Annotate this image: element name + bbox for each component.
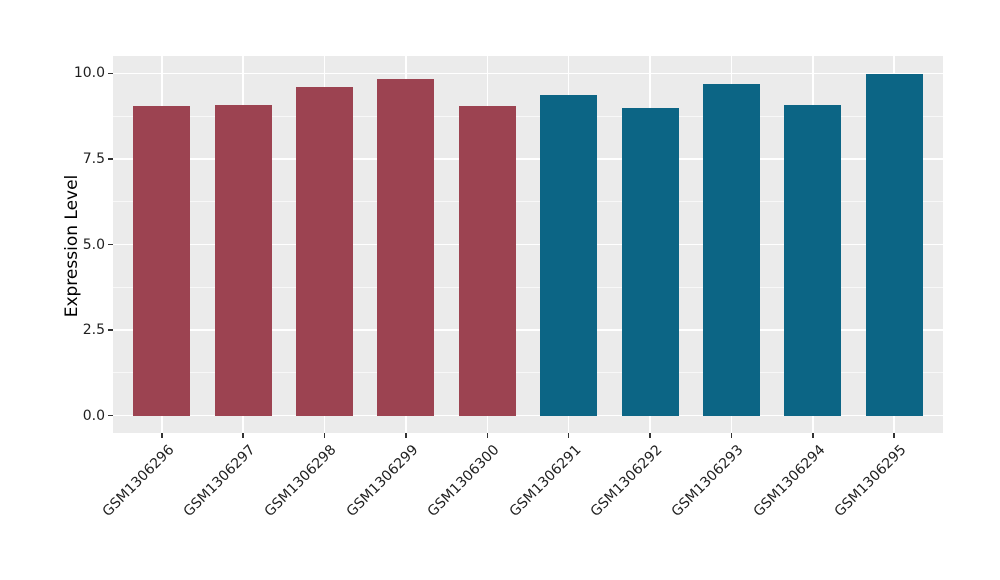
x-tick-label-text: GSM1306295 [831, 442, 910, 520]
x-tick-label-text: GSM1306297 [180, 442, 259, 520]
bar [214, 105, 272, 416]
y-tick-mark [108, 243, 113, 246]
bar [296, 86, 354, 416]
bar [784, 105, 842, 416]
x-tick-mark [893, 433, 895, 438]
y-tick-label: 7.5 [82, 150, 105, 167]
x-tick-mark [730, 433, 733, 438]
gridline-minor [113, 115, 943, 117]
x-tick-mark [649, 433, 651, 438]
x-tick-label-text: GSM1306292 [587, 442, 666, 520]
y-tick-mark [108, 158, 113, 160]
x-tick-label-text: GSM1306294 [750, 442, 829, 520]
gridline-major [113, 158, 943, 160]
x-tick-label-text: GSM1306300 [424, 442, 503, 520]
bar [540, 94, 598, 416]
bar [702, 84, 760, 416]
y-tick-label: 5.0 [82, 236, 105, 253]
plot-panel [113, 56, 943, 433]
bar [458, 106, 516, 416]
x-tick-mark [242, 433, 244, 438]
x-tick-mark [405, 433, 407, 438]
x-tick-label-text: GSM1306293 [668, 442, 747, 520]
y-tick-label: 0.0 [82, 407, 105, 424]
gridline-minor [113, 286, 943, 288]
gridline-minor [113, 372, 943, 374]
bar [377, 79, 435, 416]
x-tick-label-text: GSM1306291 [506, 442, 584, 520]
x-tick-mark [812, 433, 814, 438]
gridline-major [113, 72, 943, 75]
x-tick-mark [161, 433, 163, 438]
x-tick-mark [567, 433, 570, 438]
y-tick-label: 10.0 [73, 65, 105, 82]
bar [621, 107, 679, 416]
x-tick-label-text: GSM1306299 [343, 442, 422, 520]
bar [865, 74, 923, 416]
x-tick-mark [486, 433, 489, 438]
y-tick-mark [108, 329, 113, 331]
gridline-major [113, 243, 943, 246]
y-tick-mark [108, 414, 113, 417]
y-tick-mark [108, 72, 113, 75]
y-tick-label: 2.5 [82, 322, 105, 339]
bar [133, 106, 191, 416]
x-tick-label-text: GSM1306298 [261, 442, 340, 520]
x-tick-mark [323, 433, 326, 438]
gridline-minor [113, 201, 943, 203]
x-tick-label-text: GSM1306296 [99, 442, 178, 520]
gridline-major [113, 414, 943, 417]
gridline-major [113, 329, 943, 331]
